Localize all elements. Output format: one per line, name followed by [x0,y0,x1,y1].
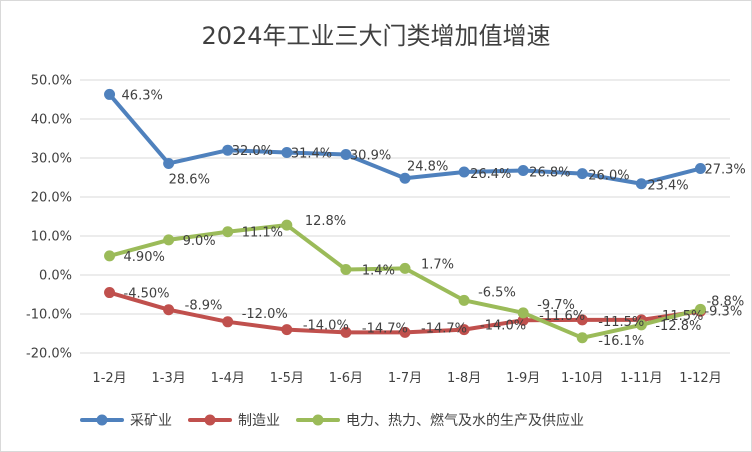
data-point [163,157,175,169]
data-point [104,250,116,262]
data-point [281,147,293,159]
x-tick-label: 1-6月 [329,371,363,386]
data-label: 23.4% [647,179,688,194]
legend-marker [204,414,216,426]
data-label: -14.0% [303,319,349,334]
data-label: 4.90% [124,250,165,265]
data-label: 30.9% [350,148,391,163]
data-label: 26.4% [470,167,511,182]
data-label: 32.0% [232,144,273,159]
y-tick-label: 50.0% [31,74,72,89]
y-tick-label: 0.0% [39,269,72,284]
x-tick-label: 1-2月 [92,371,126,386]
data-point [281,324,293,336]
data-label: 11.1% [242,226,283,241]
data-point [635,319,647,331]
x-tick-label: 1-10月 [561,371,604,386]
data-label: -6.5% [478,285,516,300]
data-point [694,303,706,315]
data-point [694,163,706,175]
data-point [340,326,352,338]
x-tick-label: 1-8月 [447,371,481,386]
data-label: -11.6% [539,309,585,324]
data-point [458,166,470,178]
legend-marker [312,414,324,426]
chart-title: 2024年工业三大门类增加值增速 [201,22,550,50]
data-label: 24.8% [407,159,448,174]
data-point [399,172,411,184]
axes: 50.0% 40.0% 30.0% 20.0% 10.0% 0.0% -10.0% -20.0… [26,74,722,387]
data-label: 26.0% [588,169,629,184]
data-label: -12.0% [242,307,288,322]
data-point [576,168,588,180]
x-tick-label: 1-3月 [152,371,186,386]
y-tick-label: -10.0% [26,308,72,323]
data-point [635,178,647,190]
data-point [222,144,234,156]
data-point [340,264,352,276]
data-point [281,219,293,231]
y-tick-label: 30.0% [31,152,72,167]
data-point [399,326,411,338]
series-lines [104,88,706,344]
data-label: 9.0% [183,234,216,249]
data-label: -11.5% [598,315,644,330]
data-point [222,316,234,328]
data-label: -8.9% [185,299,223,314]
x-tick-label: 1-11月 [620,371,663,386]
data-point [576,332,588,344]
data-label: -14.0% [480,319,526,334]
data-label: 1.4% [362,264,395,279]
legend-label: 制造业 [238,413,280,429]
data-point [458,324,470,336]
data-label: -14.7% [421,321,467,336]
data-point [576,314,588,326]
data-label: 28.6% [169,172,210,187]
data-point [222,226,234,238]
data-labels: 46.3% 28.6% 32.0% 31.4% 30.9% 24.8% 26.4% 26.8%… [122,88,746,348]
data-label: 27.3% [704,163,745,178]
y-tick-label: 10.0% [31,230,72,245]
data-point [517,164,529,176]
data-point [104,287,116,299]
data-label: 1.7% [421,257,454,272]
x-tick-label: 1-4月 [211,371,245,386]
data-label: -4.50% [124,287,170,302]
data-label: 31.4% [291,147,332,162]
x-tick-label: 1-12月 [679,371,722,386]
legend-marker [96,414,108,426]
y-tick-label: 20.0% [31,191,72,206]
data-label: -16.1% [598,334,644,349]
x-tick-label: 1-7月 [388,371,422,386]
data-label: 12.8% [305,214,346,229]
data-label: -8.8% [706,294,744,309]
data-point [163,304,175,316]
data-label: -9.3% [704,304,742,319]
legend-label: 采矿业 [130,413,172,429]
data-point [458,294,470,306]
x-tick-label: 1-9月 [506,371,540,386]
data-label: -11.5% [657,309,703,324]
data-label: -14.7% [362,321,408,336]
data-point [104,88,116,100]
data-point [340,148,352,160]
data-point [163,234,175,246]
y-tick-label: 40.0% [31,113,72,128]
data-label: 26.8% [529,165,570,180]
y-tick-label: -20.0% [26,347,72,362]
legend: 采矿业 制造业 电力、热力、燃气及水的生产及供应业 [80,412,584,429]
data-label: -12.8% [655,319,701,334]
data-label: -9.7% [537,298,575,313]
legend-label: 电力、热力、燃气及水的生产及供应业 [346,412,584,429]
data-label: 46.3% [122,88,163,103]
data-point [399,262,411,274]
data-point [517,307,529,319]
x-tick-label: 1-5月 [270,371,304,386]
